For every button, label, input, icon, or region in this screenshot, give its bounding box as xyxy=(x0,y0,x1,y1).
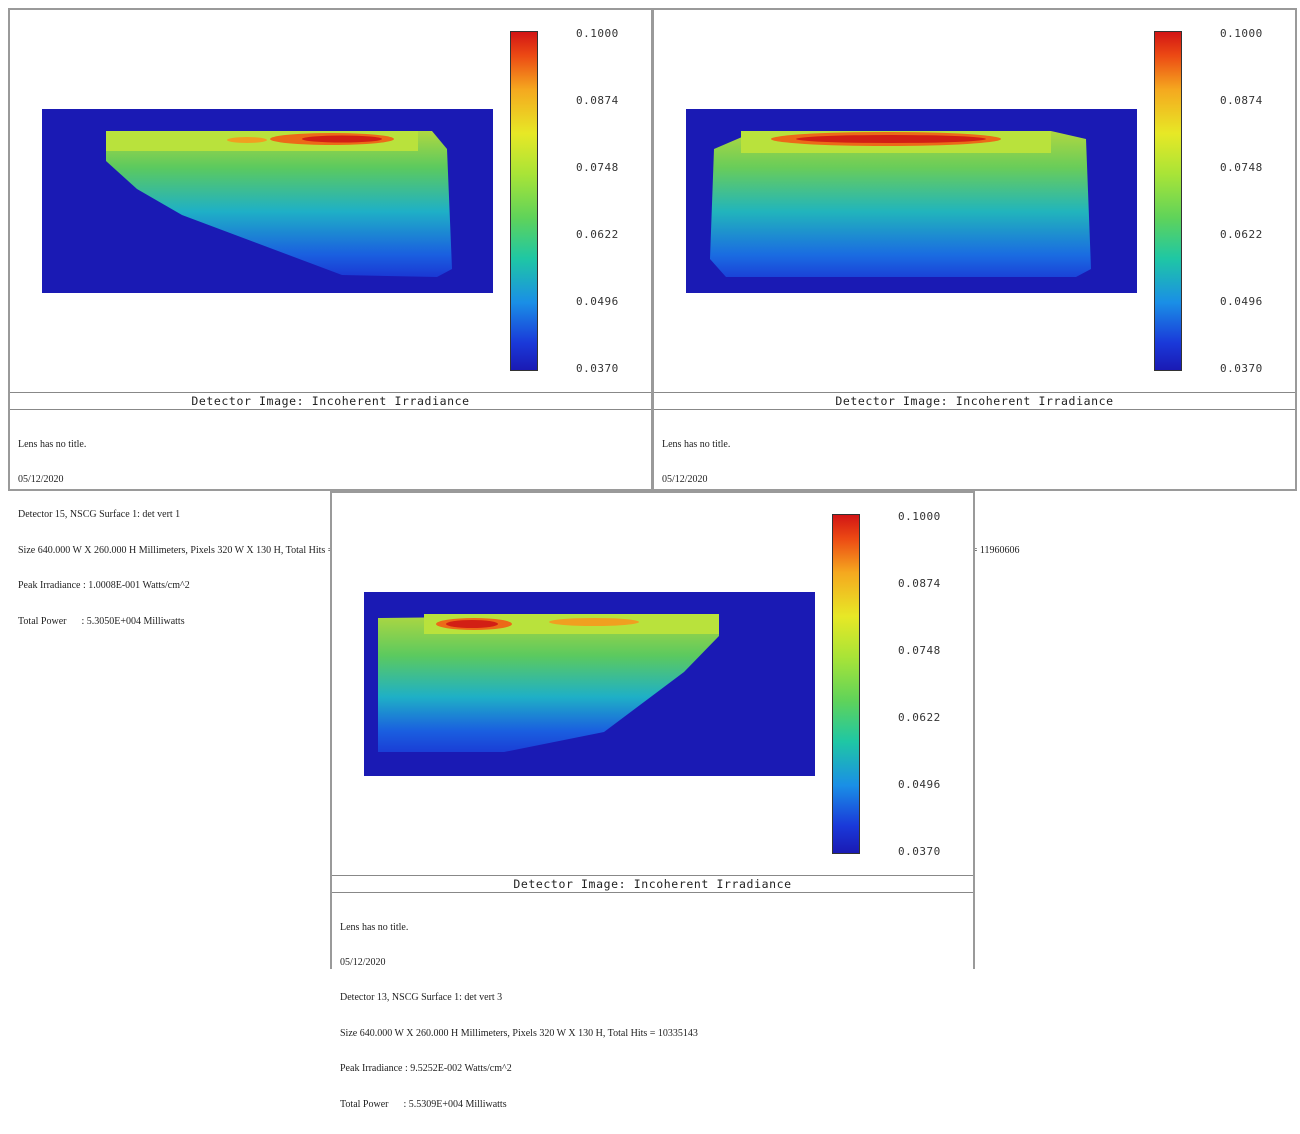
info-line: 05/12/2020 xyxy=(18,473,64,485)
panel-title: Detector Image: Incoherent Irradiance xyxy=(332,875,973,893)
info-line: Peak Irradiance : 1.0008E-001 Watts/cm^2 xyxy=(18,580,190,592)
irradiance-map xyxy=(42,109,493,293)
colorbar-tick: 0.0370 xyxy=(576,362,619,375)
colorbar-tick: 0.1000 xyxy=(898,510,941,523)
colorbar-tick: 0.1000 xyxy=(576,27,619,40)
info-line: 05/12/2020 xyxy=(340,956,386,968)
colorbar-tick: 0.0874 xyxy=(576,94,619,107)
colorbar-tick: 0.0622 xyxy=(1220,228,1263,241)
detector-info: Lens has no title. 05/12/2020 Detector 1… xyxy=(340,898,969,1134)
colorbar-tick: 0.0622 xyxy=(898,711,941,724)
colorbar-tick: 0.0748 xyxy=(576,161,619,174)
colorbar xyxy=(832,514,860,854)
colorbar-tick: 0.0748 xyxy=(1220,161,1263,174)
colorbar-tick: 0.0370 xyxy=(1220,362,1263,375)
colorbar-tick: 0.0370 xyxy=(898,845,941,858)
colorbar-tick: 0.0496 xyxy=(576,295,619,308)
info-line: Lens has no title. xyxy=(340,921,409,933)
colorbar-tick: 0.0496 xyxy=(1220,295,1263,308)
panel-title: Detector Image: Incoherent Irradiance xyxy=(654,392,1295,410)
irradiance-map xyxy=(364,592,815,776)
detector-info: Lens has no title. 05/12/2020 Detector 1… xyxy=(18,415,647,651)
colorbar-tick: 0.0874 xyxy=(1220,94,1263,107)
colorbar-tick: 0.0748 xyxy=(898,644,941,657)
colorbar xyxy=(1154,31,1182,371)
panel-title: Detector Image: Incoherent Irradiance xyxy=(10,392,651,410)
info-line: Size 640.000 W X 260.000 H Millimeters, … xyxy=(340,1027,698,1039)
detector-panel-1: 0.1000 0.0874 0.0748 0.0622 0.0496 0.037… xyxy=(8,8,653,627)
detector-panel-3: 0.1000 0.0874 0.0748 0.0622 0.0496 0.037… xyxy=(330,491,975,1110)
colorbar-tick: 0.0622 xyxy=(576,228,619,241)
irradiance-map xyxy=(686,109,1137,293)
irradiance-heatmap xyxy=(106,131,452,277)
colorbar xyxy=(510,31,538,371)
colorbar-tick: 0.1000 xyxy=(1220,27,1263,40)
info-line: Lens has no title. xyxy=(662,438,731,450)
colorbar-tick: 0.0874 xyxy=(898,577,941,590)
irradiance-heatmap xyxy=(710,131,1091,277)
colorbar-tick: 0.0496 xyxy=(898,778,941,791)
info-line: Peak Irradiance : 9.5252E-002 Watts/cm^2 xyxy=(340,1063,512,1075)
irradiance-heatmap xyxy=(378,614,719,752)
info-line: Detector 13, NSCG Surface 1: det vert 3 xyxy=(340,992,503,1004)
info-line: 05/12/2020 xyxy=(662,473,708,485)
info-line: Lens has no title. xyxy=(18,438,87,450)
detector-panel-2: 0.1000 0.0874 0.0748 0.0622 0.0496 0.037… xyxy=(652,8,1297,627)
info-line: Total Power : 5.5309E+004 Milliwatts xyxy=(340,1098,507,1110)
info-line: Total Power : 5.3050E+004 Milliwatts xyxy=(18,615,185,627)
info-line: Detector 15, NSCG Surface 1: det vert 1 xyxy=(18,509,181,521)
